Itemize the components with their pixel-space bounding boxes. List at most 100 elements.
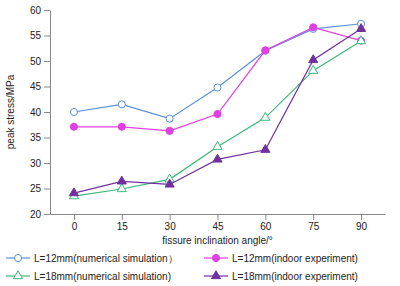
y-tick-mark <box>44 138 50 139</box>
marker-group <box>117 184 126 192</box>
y-tick: 20 <box>30 209 50 220</box>
data-point <box>118 101 125 108</box>
data-point <box>70 123 77 130</box>
data-point <box>213 154 222 162</box>
x-tick: 45 <box>212 214 224 232</box>
marker-group <box>213 141 222 149</box>
legend-swatch <box>212 254 219 261</box>
y-tick: 50 <box>30 56 50 67</box>
y-tick-mark <box>44 189 50 190</box>
legend-marker <box>212 254 219 261</box>
data-point <box>165 179 174 187</box>
x-tick-label: 90 <box>356 221 368 232</box>
marker-group <box>118 123 125 130</box>
series-line <box>74 27 361 131</box>
x-tick: 90 <box>356 214 368 232</box>
y-axis: 20 25 30 35 40 45 50 55 60 <box>30 5 51 220</box>
x-tick-label: 0 <box>72 221 78 232</box>
y-tick-label: 30 <box>30 158 42 169</box>
y-tick-label: 25 <box>30 183 42 194</box>
y-tick-mark <box>44 87 50 88</box>
x-tick-mark <box>122 214 123 220</box>
marker-group <box>357 36 366 44</box>
legend-item: L=18mm(indoor experiment) <box>204 271 358 282</box>
data-point <box>310 24 317 31</box>
marker-group <box>166 115 173 122</box>
marker-group <box>214 110 221 117</box>
legend-label: L=12mm(indoor experiment) <box>232 253 358 264</box>
x-tick-mark <box>170 214 171 220</box>
marker-group <box>262 47 269 54</box>
marker-group <box>261 112 270 120</box>
x-tick-mark <box>265 214 266 220</box>
legend-swatch <box>13 271 22 279</box>
legend-marker <box>14 254 21 261</box>
legend-item: L=12mm(numerical simulation） <box>6 253 178 264</box>
data-layer <box>69 20 365 199</box>
legend-swatch <box>14 254 21 261</box>
legend: L=12mm(numerical simulation） L=12mm(indoo… <box>6 253 358 282</box>
marker-group <box>262 47 269 54</box>
data-point <box>261 112 270 120</box>
data-point <box>117 176 126 184</box>
data-point <box>214 110 221 117</box>
legend-label: L=18mm(numerical simulation) <box>34 271 171 282</box>
legend-label: L=12mm(numerical simulation） <box>34 253 178 264</box>
data-point <box>69 188 78 196</box>
x-tick-label: 30 <box>165 221 177 232</box>
data-point <box>262 47 269 54</box>
marker-group <box>165 179 174 187</box>
y-tick-mark <box>44 61 50 62</box>
marker-group <box>261 144 270 152</box>
x-tick: 0 <box>72 214 78 232</box>
x-axis-title: fissure inclination angle/° <box>162 235 273 246</box>
plot-area: 2025303540455055600153045607590 <box>30 5 386 232</box>
marker-group <box>357 24 366 32</box>
x-tick-label: 75 <box>308 221 320 232</box>
x-tick-label: 45 <box>212 221 224 232</box>
x-tick-label: 60 <box>260 221 272 232</box>
data-point <box>262 47 269 54</box>
marker-group <box>214 84 221 91</box>
y-tick-label: 55 <box>30 30 42 41</box>
data-point <box>117 184 126 192</box>
y-tick: 30 <box>30 158 50 169</box>
y-tick-mark <box>44 112 50 113</box>
x-tick: 60 <box>260 214 272 232</box>
series-line <box>74 24 361 119</box>
marker-group <box>118 101 125 108</box>
data-point <box>118 123 125 130</box>
y-tick-label: 45 <box>30 81 42 92</box>
marker-group <box>310 24 317 31</box>
y-tick-label: 40 <box>30 107 42 118</box>
marker-group <box>70 108 77 115</box>
y-tick: 40 <box>30 107 50 118</box>
legend-marker <box>211 271 220 279</box>
data-point <box>214 84 221 91</box>
y-tick-label: 20 <box>30 209 42 220</box>
series-line <box>74 41 361 196</box>
marker-group <box>117 176 126 184</box>
y-tick-label: 35 <box>30 132 42 143</box>
y-tick: 25 <box>30 183 50 194</box>
data-point <box>213 141 222 149</box>
y-axis-title: peak stress/MPa <box>5 74 16 149</box>
x-tick-mark <box>74 214 75 220</box>
legend-item: L=12mm(indoor experiment) <box>204 253 358 264</box>
y-tick-label: 60 <box>30 5 42 16</box>
legend-item: L=18mm(numerical simulation) <box>6 271 171 282</box>
x-tick: 75 <box>308 214 320 232</box>
data-point <box>261 144 270 152</box>
x-axis: 0153045607590 <box>51 214 386 232</box>
series-line <box>74 29 361 193</box>
marker-group <box>166 127 173 134</box>
x-tick: 30 <box>165 214 177 232</box>
y-tick: 55 <box>30 30 50 41</box>
data-point <box>166 115 173 122</box>
legend-swatch <box>211 271 220 279</box>
data-point <box>166 127 173 134</box>
y-tick-mark <box>44 163 50 164</box>
y-axis-line <box>50 11 51 215</box>
y-tick: 60 <box>30 5 50 16</box>
y-tick-label: 50 <box>30 56 42 67</box>
